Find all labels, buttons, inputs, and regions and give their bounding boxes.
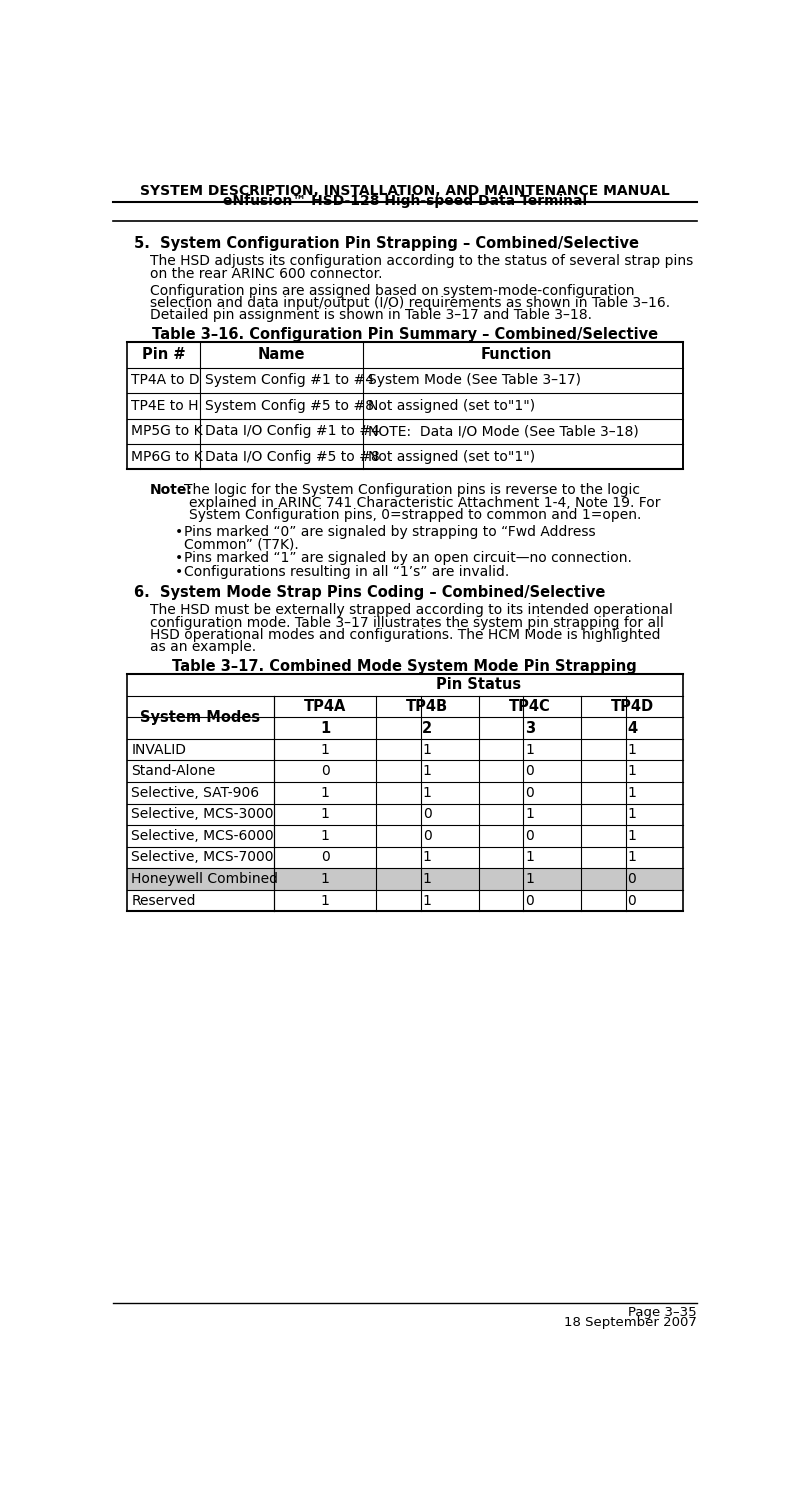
Text: 0: 0: [627, 894, 636, 907]
Text: 1: 1: [627, 807, 637, 821]
Text: 1: 1: [423, 871, 432, 886]
Text: eNfusion™ HSD-128 High-speed Data Terminal: eNfusion™ HSD-128 High-speed Data Termin…: [223, 194, 587, 209]
Text: Page 3–35: Page 3–35: [628, 1306, 697, 1319]
Text: TP4E to H: TP4E to H: [131, 398, 199, 413]
Text: 1: 1: [423, 850, 432, 864]
Text: 3: 3: [525, 721, 535, 736]
Text: System Config #1 to #4: System Config #1 to #4: [205, 373, 374, 388]
Text: Table 3–16. Configuration Pin Summary – Combined/Selective: Table 3–16. Configuration Pin Summary – …: [152, 327, 658, 342]
Bar: [126, 674, 683, 912]
Text: 0: 0: [525, 764, 534, 779]
Text: The logic for the System Configuration pins is reverse to the logic: The logic for the System Configuration p…: [184, 483, 640, 497]
Text: as an example.: as an example.: [150, 640, 256, 655]
Text: Data I/O Config #1 to #4: Data I/O Config #1 to #4: [205, 424, 380, 439]
Text: 0: 0: [525, 830, 534, 843]
Text: 0: 0: [525, 786, 534, 800]
Text: 1: 1: [525, 871, 534, 886]
Text: 1: 1: [321, 871, 329, 886]
Text: MP6G to K: MP6G to K: [131, 449, 203, 464]
Text: TP4B: TP4B: [406, 698, 449, 715]
Text: Detailed pin assignment is shown in Table 3–17 and Table 3–18.: Detailed pin assignment is shown in Tabl…: [150, 309, 592, 322]
Text: Pins marked “1” are signaled by an open circuit—no connection.: Pins marked “1” are signaled by an open …: [184, 551, 632, 565]
Text: 1: 1: [321, 786, 329, 800]
Text: Data I/O Config #5 to #8: Data I/O Config #5 to #8: [205, 449, 380, 464]
Text: 1: 1: [423, 786, 432, 800]
Text: 0: 0: [423, 830, 431, 843]
Text: 0: 0: [423, 807, 431, 821]
Text: 2: 2: [423, 721, 432, 736]
Text: System Mode (See Table 3–17): System Mode (See Table 3–17): [367, 373, 581, 388]
Text: 0: 0: [321, 850, 329, 864]
Text: 1: 1: [525, 743, 534, 756]
Text: configuration mode. Table 3–17 illustrates the system pin strapping for all: configuration mode. Table 3–17 illustrat…: [150, 616, 664, 630]
Text: 1: 1: [321, 830, 329, 843]
Text: System Modes: System Modes: [140, 710, 261, 725]
Text: Not assigned (set to"1"): Not assigned (set to"1"): [367, 449, 535, 464]
Text: MP5G to K: MP5G to K: [131, 424, 203, 439]
Text: System Config #5 to #8: System Config #5 to #8: [205, 398, 374, 413]
Text: 1: 1: [627, 786, 637, 800]
Text: 0: 0: [525, 894, 534, 907]
Text: Reserved: Reserved: [131, 894, 196, 907]
Text: Function: Function: [480, 348, 551, 363]
Text: •: •: [175, 525, 183, 539]
Text: TP4A: TP4A: [304, 698, 346, 715]
Text: SYSTEM DESCRIPTION, INSTALLATION, AND MAINTENANCE MANUAL: SYSTEM DESCRIPTION, INSTALLATION, AND MA…: [140, 184, 670, 197]
Text: 1: 1: [423, 894, 432, 907]
Text: 0: 0: [321, 764, 329, 779]
Text: •: •: [175, 551, 183, 565]
Text: 1: 1: [321, 807, 329, 821]
Text: Pin #: Pin #: [141, 348, 186, 363]
Text: Table 3–17. Combined Mode System Mode Pin Strapping: Table 3–17. Combined Mode System Mode Pi…: [172, 659, 638, 674]
Text: Configurations resulting in all “1’s” are invalid.: Configurations resulting in all “1’s” ar…: [184, 565, 510, 579]
Text: Not assigned (set to"1"): Not assigned (set to"1"): [367, 398, 535, 413]
Text: The HSD must be externally strapped according to its intended operational: The HSD must be externally strapped acco…: [150, 603, 673, 618]
Text: INVALID: INVALID: [131, 743, 186, 756]
Text: TP4D: TP4D: [611, 698, 653, 715]
Text: 6.  System Mode Strap Pins Coding – Combined/Selective: 6. System Mode Strap Pins Coding – Combi…: [134, 585, 606, 600]
Text: on the rear ARINC 600 connector.: on the rear ARINC 600 connector.: [150, 267, 382, 280]
Text: Name: Name: [258, 348, 306, 363]
Text: 0: 0: [627, 871, 636, 886]
Text: Pin Status: Pin Status: [436, 677, 521, 692]
Text: •: •: [175, 565, 183, 579]
Text: TP4C: TP4C: [509, 698, 551, 715]
Text: 4: 4: [627, 721, 637, 736]
Text: TP4A to D: TP4A to D: [131, 373, 200, 388]
Text: 1: 1: [525, 850, 534, 864]
Bar: [126, 868, 683, 889]
Text: Common” (T7K).: Common” (T7K).: [184, 537, 299, 551]
Text: 5.  System Configuration Pin Strapping – Combined/Selective: 5. System Configuration Pin Strapping – …: [134, 236, 639, 251]
Text: Configuration pins are assigned based on system-mode-configuration: Configuration pins are assigned based on…: [150, 283, 634, 298]
Text: 1: 1: [525, 807, 534, 821]
Text: 1: 1: [627, 830, 637, 843]
Text: Selective, MCS-6000: Selective, MCS-6000: [131, 830, 274, 843]
Text: Pins marked “0” are signaled by strapping to “Fwd Address: Pins marked “0” are signaled by strappin…: [184, 525, 596, 539]
Text: 1: 1: [321, 743, 329, 756]
Text: Stand-Alone: Stand-Alone: [131, 764, 216, 779]
Text: 1: 1: [423, 764, 432, 779]
Text: explained in ARINC 741 Characteristic Attachment 1-4, Note 19. For: explained in ARINC 741 Characteristic At…: [189, 495, 660, 509]
Bar: [126, 342, 683, 470]
Text: 1: 1: [320, 721, 330, 736]
Text: 1: 1: [423, 743, 432, 756]
Text: 1: 1: [627, 743, 637, 756]
Text: Selective, SAT-906: Selective, SAT-906: [131, 786, 259, 800]
Text: Honeywell Combined: Honeywell Combined: [131, 871, 278, 886]
Text: 1: 1: [321, 894, 329, 907]
Text: The HSD adjusts its configuration according to the status of several strap pins: The HSD adjusts its configuration accord…: [150, 255, 693, 269]
Text: 1: 1: [627, 764, 637, 779]
Text: Note:: Note:: [150, 483, 193, 497]
Text: Selective, MCS-7000: Selective, MCS-7000: [131, 850, 274, 864]
Text: System Configuration pins, 0=strapped to common and 1=open.: System Configuration pins, 0=strapped to…: [189, 507, 641, 522]
Text: 18 September 2007: 18 September 2007: [564, 1316, 697, 1328]
Text: selection and data input/output (I/O) requirements as shown in Table 3–16.: selection and data input/output (I/O) re…: [150, 295, 670, 310]
Bar: [126, 674, 683, 912]
Text: 1: 1: [627, 850, 637, 864]
Text: NOTE:  Data I/O Mode (See Table 3–18): NOTE: Data I/O Mode (See Table 3–18): [367, 424, 638, 439]
Text: Selective, MCS-3000: Selective, MCS-3000: [131, 807, 274, 821]
Text: HSD operational modes and configurations. The HCM Mode is highlighted: HSD operational modes and configurations…: [150, 628, 660, 642]
